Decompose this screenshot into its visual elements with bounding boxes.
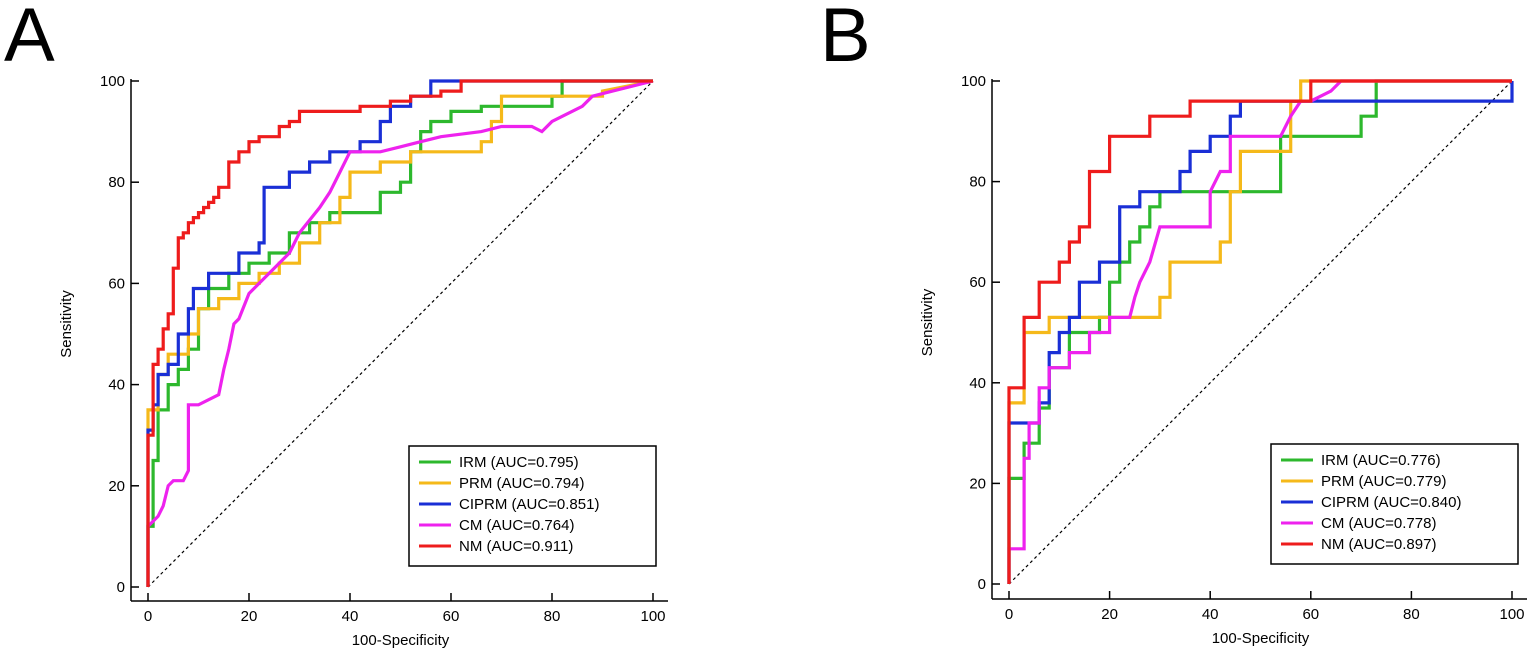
panel-b-x-tick-label: 0 (1005, 606, 1013, 623)
panel-a-chart: 0 20 40 60 80 100 0 20 40 60 80 100 100-Specificity S… (58, 73, 668, 649)
panel-b-series-cm (1007, 79, 1512, 584)
panel-label-a: A (4, 0, 55, 78)
panel-a-x-tick-label: 100 (640, 608, 665, 625)
panel-a-x-axis-title: 100-Specificity (352, 632, 450, 649)
panel-a-series-prm (146, 79, 654, 587)
panel-a-reference-diagonal (147, 80, 654, 588)
panel-a-y-tick-label: 40 (108, 377, 125, 394)
panel-b-series-nm (1007, 79, 1512, 584)
panel-b-y-tick-label: 0 (978, 576, 986, 593)
panel-b-x-tick-label: 100 (1499, 606, 1524, 623)
panel-b-x-tick-label: 40 (1202, 606, 1219, 623)
panel-b-y-axis-title: Sensitivity (919, 288, 936, 356)
panel-a-x-tick-label: 0 (144, 608, 152, 625)
panel-a-y-tick-label: 80 (108, 174, 125, 191)
panel-b-x-tick-label: 80 (1403, 606, 1420, 623)
panel-a-y-tick-label: 100 (100, 73, 125, 90)
panel-a-series-nm (146, 79, 653, 587)
panel-a-x-tick-label: 60 (443, 608, 460, 625)
panel-a-series-irm (146, 79, 653, 587)
panel-a-series-cm (146, 79, 654, 587)
panel-b-legend-label-ciprm: CIPRM (AUC=0.840) (1321, 494, 1461, 511)
panel-a-legend: IRM (AUC=0.795) PRM (AUC=0.794) CIPRM (AUC… (408, 445, 657, 567)
panel-a-legend-label-prm: PRM (AUC=0.794) (459, 475, 584, 492)
panel-b-series-ciprm (1007, 81, 1514, 584)
panel-b-y-tick-label: 60 (969, 274, 986, 291)
panel-b-y-tick-label: 100 (961, 73, 986, 90)
panel-a-legend-label-nm: NM (AUC=0.911) (459, 538, 573, 555)
panel-b-legend-label-nm: NM (AUC=0.897) (1321, 536, 1436, 553)
panel-a-legend-label-ciprm: CIPRM (AUC=0.851) (459, 496, 599, 513)
panel-b-y-tick-label: 80 (969, 174, 986, 191)
panel-b-reference-diagonal (1008, 80, 1513, 585)
panel-a-x-tick-label: 40 (342, 608, 359, 625)
panel-b-legend: IRM (AUC=0.776) PRM (AUC=0.779) CIPRM (AUC… (1270, 443, 1519, 565)
panel-a-y-tick-label: 60 (108, 275, 125, 292)
panel-b-x-axis-title: 100-Specificity (1212, 630, 1310, 647)
panel-b-y-tick-label: 40 (969, 375, 986, 392)
panel-b-legend-label-cm: CM (AUC=0.778) (1321, 515, 1436, 532)
panel-a-legend-label-cm: CM (AUC=0.764) (459, 517, 574, 534)
panel-a-legend-label-irm: IRM (AUC=0.795) (459, 454, 579, 471)
panel-b-y-tick-label: 20 (969, 475, 986, 492)
panel-b-x-tick-label: 20 (1101, 606, 1118, 623)
panel-b-x-tick-label: 60 (1302, 606, 1319, 623)
panel-b-legend-label-prm: PRM (AUC=0.779) (1321, 473, 1446, 490)
panel-a-y-axis-title: Sensitivity (58, 290, 75, 358)
panel-b-chart: 0 20 40 60 80 100 0 20 40 60 80 100 100-Specificity S… (919, 73, 1527, 647)
panel-a-y-tick-label: 0 (117, 579, 125, 596)
panel-a-x-tick-label: 80 (544, 608, 561, 625)
panel-label-b: B (820, 0, 871, 78)
panel-b-legend-label-irm: IRM (AUC=0.776) (1321, 452, 1441, 469)
panel-a-x-tick-label: 20 (241, 608, 258, 625)
panel-a-y-tick-label: 20 (108, 478, 125, 495)
panel-a-series-ciprm (146, 79, 653, 587)
